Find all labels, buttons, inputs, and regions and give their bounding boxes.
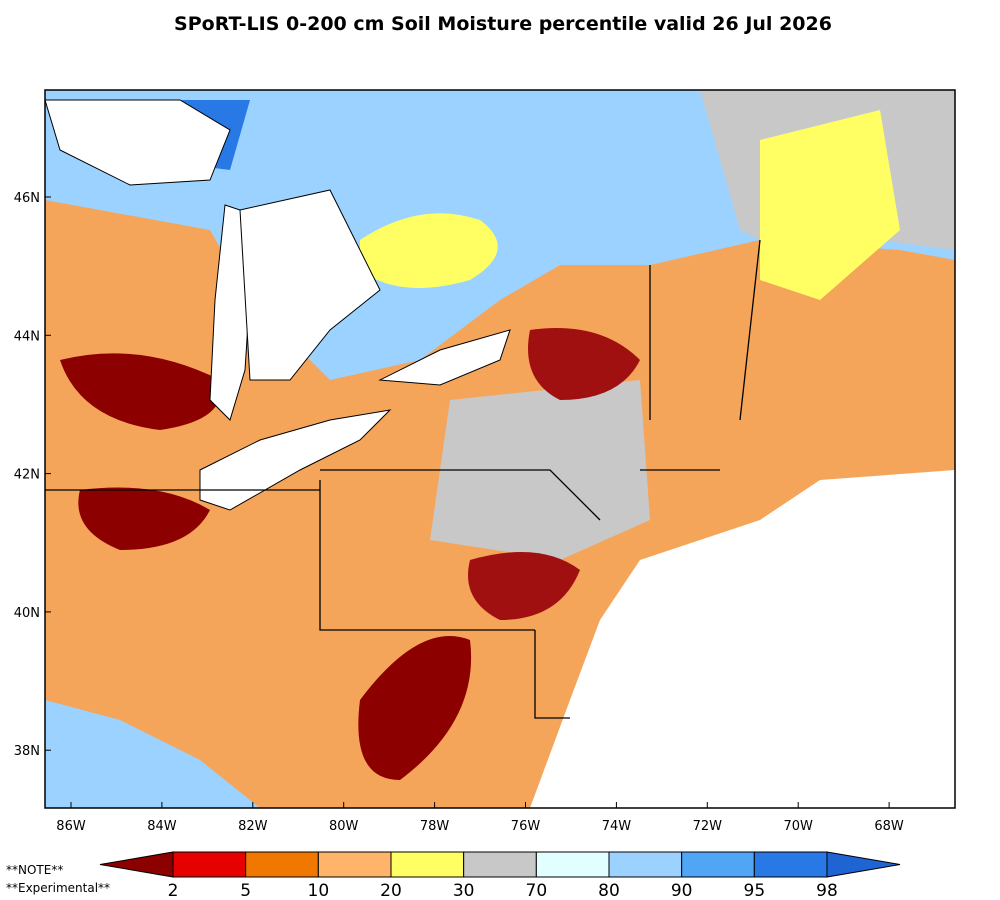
colorbar-arrow	[99, 851, 174, 878]
wet-south	[45, 700, 260, 808]
maine-dry	[760, 110, 900, 300]
lat-label: 44N	[14, 329, 40, 344]
colorbar-label: 10	[308, 881, 330, 900]
colorbar-box	[753, 851, 828, 878]
lon-label: 74W	[602, 819, 632, 834]
colorbar-label: 98	[816, 881, 838, 900]
colorbar-label: 80	[598, 881, 620, 900]
colorbar-box	[245, 851, 319, 878]
colorbar-box	[535, 851, 610, 878]
map-area	[44, 89, 956, 809]
lon-label: 70W	[783, 819, 813, 834]
lake-ontario	[378, 329, 511, 386]
colorbar-box	[317, 851, 392, 878]
axes: 46N 44N 42N 40N 38N 86W 84W 82W 80W 78W 76W 74W 72W 7…	[14, 191, 904, 834]
lat-label: 38N	[14, 744, 40, 759]
lat-label: 46N	[14, 191, 40, 206]
lon-label: 80W	[329, 819, 359, 834]
colorbar: 2 5 10 20 30 70 80 90 95 98	[99, 851, 901, 900]
colorbar-box	[608, 851, 683, 878]
colorbar-box	[390, 851, 465, 878]
lon-label: 76W	[511, 819, 541, 834]
lon-label: 86W	[56, 819, 86, 834]
lon-label: 68W	[874, 819, 904, 834]
lon-label: 82W	[238, 819, 268, 834]
colorbar-label: 90	[671, 881, 693, 900]
colorbar-label: 5	[240, 881, 251, 900]
lake-superior	[45, 99, 231, 186]
title: SPoRT-LIS 0-200 cm Soil Moisture percent…	[174, 13, 832, 35]
lon-label: 84W	[147, 819, 177, 834]
lon-label: 72W	[693, 819, 723, 834]
colorbar-label: 30	[453, 881, 475, 900]
drought-core	[528, 328, 640, 400]
atlantic-ocean	[530, 470, 955, 808]
drought-core	[60, 353, 222, 430]
colorbar-label: 70	[526, 881, 548, 900]
drought-core	[468, 552, 580, 620]
map-frame	[44, 89, 956, 809]
colorbar-label: 95	[744, 881, 766, 900]
drought-core	[358, 636, 472, 780]
note: **Experimental**	[6, 881, 110, 895]
note: **NOTE**	[6, 863, 63, 877]
lat-label: 42N	[14, 468, 40, 483]
drought-core	[78, 487, 210, 550]
colorbar-box	[681, 851, 755, 878]
colorbar-box	[172, 851, 247, 878]
state-borders	[45, 239, 761, 719]
dry-patch	[360, 213, 498, 288]
lake-huron	[239, 189, 381, 381]
lat-label: 40N	[14, 606, 40, 621]
colorbar-label: 2	[168, 881, 179, 900]
colorbar-label: 20	[380, 881, 402, 900]
lake-erie	[199, 409, 392, 511]
colorbar-arrow	[826, 851, 901, 878]
colorbar-box	[463, 851, 537, 878]
lon-label: 78W	[420, 819, 450, 834]
